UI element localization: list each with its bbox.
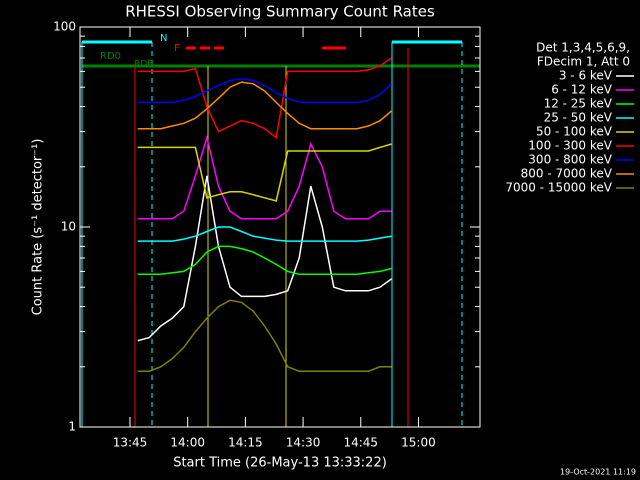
- plot-frame: [79, 26, 481, 428]
- series-group: [137, 57, 393, 372]
- y-tick-label: 1: [68, 420, 76, 434]
- legend-label: 6 - 12 keV: [551, 83, 613, 97]
- x-tick-label: 14:00: [170, 436, 205, 450]
- series-line: [137, 78, 393, 104]
- series-line: [137, 175, 392, 342]
- x-tick-label: 14:15: [228, 436, 263, 450]
- x-tick-label: 13:45: [113, 436, 148, 450]
- annotation: RD0: [100, 51, 121, 62]
- legend-label: 800 - 7000 keV: [521, 167, 613, 181]
- series-line: [137, 245, 392, 276]
- y-tick-label: 10: [61, 220, 76, 234]
- legend-title: FDecim 1, Att 0: [537, 55, 630, 69]
- annotation: RDB: [134, 60, 153, 70]
- x-tick-label: 15:00: [401, 436, 436, 450]
- legend-label: 300 - 800 keV: [528, 153, 612, 167]
- x-tick-label: 14:45: [343, 436, 378, 450]
- legend-title: Det 1,3,4,5,6,9,: [536, 41, 630, 55]
- x-axis-label: Start Time (26-May-13 13:33:22): [173, 456, 387, 471]
- footer: 19-Oct-2021 11:19: [560, 468, 636, 477]
- legend-label: 12 - 25 keV: [544, 97, 613, 111]
- series-line: [137, 57, 392, 139]
- x-tick-label: 14:30: [286, 436, 321, 450]
- legend-label: 25 - 50 keV: [544, 111, 613, 125]
- chart-title: RHESSI Observing Summary Count Rates: [125, 3, 435, 21]
- annotation: F: [174, 43, 180, 54]
- legend-label: 100 - 300 keV: [528, 139, 612, 153]
- series-line: [137, 134, 392, 220]
- series-line: [137, 299, 392, 372]
- legend-label: 3 - 6 keV: [559, 69, 613, 83]
- legend-label: 7000 - 15000 keV: [505, 181, 612, 195]
- series-line: [137, 143, 392, 202]
- series-line: [137, 81, 392, 130]
- legend-label: 50 - 100 keV: [536, 125, 613, 139]
- y-tick-label: 100: [53, 20, 76, 34]
- annotation: N: [160, 33, 167, 44]
- y-axis-label: Count Rate (s⁻¹ detector⁻¹): [31, 139, 46, 316]
- series-line: [137, 226, 392, 242]
